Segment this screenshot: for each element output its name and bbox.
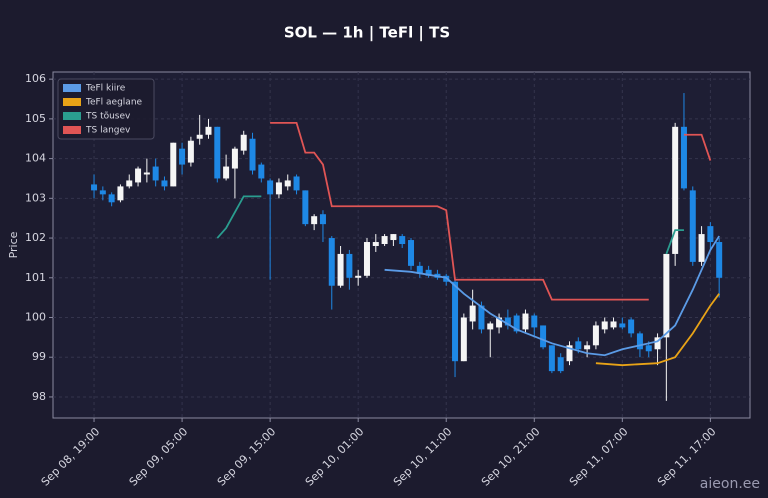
legend-label: TS langev: [85, 126, 131, 136]
candle-body: [478, 305, 485, 330]
candle-body: [126, 180, 133, 187]
candle-body: [408, 240, 415, 266]
candle-body: [179, 148, 186, 165]
candle-body: [223, 166, 230, 179]
candle-body: [548, 345, 555, 372]
candle-body: [654, 337, 661, 350]
candle-body: [636, 333, 643, 350]
candle-body: [275, 182, 282, 195]
legend-label: TeFl kiire: [85, 84, 126, 94]
legend-box: [57, 78, 155, 140]
candle-body: [328, 238, 335, 286]
y-tick-label: 102: [25, 231, 46, 244]
y-tick-label: 103: [25, 191, 46, 204]
candle-body: [143, 172, 150, 175]
candle-body: [205, 126, 212, 135]
candle-body: [645, 345, 652, 352]
candle-body: [566, 345, 573, 362]
candle-body: [663, 253, 670, 338]
candle-body: [557, 357, 564, 372]
candle-body: [460, 317, 467, 362]
candle-body: [452, 281, 459, 362]
candle-body: [487, 323, 494, 330]
candle-body: [698, 234, 705, 262]
candle-body: [610, 321, 617, 328]
candle-body: [311, 216, 318, 225]
candle-body: [372, 242, 379, 246]
y-axis-label: Price: [7, 231, 20, 258]
y-tick-label: 101: [25, 271, 46, 284]
candle-body: [91, 184, 98, 191]
overlay-line: [595, 293, 720, 367]
candle-body: [284, 180, 291, 187]
candle-body: [293, 176, 300, 191]
y-tick-label: 105: [25, 112, 46, 125]
y-tick-label: 104: [25, 152, 46, 165]
candle-body: [240, 134, 247, 151]
candle-body: [196, 134, 203, 139]
candle-body: [170, 142, 177, 187]
watermark: aieon.ee: [700, 476, 760, 492]
candle-body: [672, 126, 679, 254]
y-tick-label: 99: [32, 350, 46, 363]
candle-body: [716, 242, 723, 278]
legend-swatch: [63, 84, 81, 92]
y-tick-label: 98: [32, 390, 46, 403]
candle-body: [628, 319, 635, 334]
candle-body: [399, 236, 406, 245]
overlay-line: [270, 121, 712, 301]
candle-body: [135, 168, 142, 183]
candle-body: [363, 242, 370, 276]
candle-body: [187, 140, 194, 163]
chart-title: SOL — 1h | TeFl | TS: [284, 24, 450, 43]
candle-body: [267, 180, 274, 195]
candle-body: [619, 323, 626, 328]
candle-body: [381, 236, 388, 245]
candle-body: [540, 325, 547, 348]
candle-body: [214, 126, 221, 179]
candle-body: [390, 234, 397, 241]
candle-body: [707, 226, 714, 243]
candle-body: [416, 265, 423, 274]
candle-body: [355, 275, 362, 278]
overlay-line: [216, 195, 684, 255]
candle-body: [601, 321, 608, 330]
candle-body: [680, 126, 687, 189]
overlay-line: [384, 235, 720, 357]
candle-body: [99, 190, 106, 195]
candle-body: [231, 148, 238, 169]
legend-swatch: [63, 126, 81, 134]
candle-body: [584, 345, 591, 350]
candle-body: [152, 166, 159, 181]
candle-body: [575, 341, 582, 350]
candle-body: [319, 214, 326, 225]
legend-label: TeFl aeglane: [85, 98, 143, 108]
plot-area: [52, 71, 751, 419]
candle-body: [689, 190, 696, 262]
y-tick-label: 106: [25, 72, 46, 85]
candle-body: [425, 269, 432, 276]
candle-body: [161, 180, 168, 187]
candle-body: [302, 190, 309, 225]
candle-body: [117, 186, 124, 201]
candle-body: [346, 253, 353, 278]
y-tick-label: 100: [25, 310, 46, 323]
candle-body: [337, 253, 344, 286]
candle-body: [592, 325, 599, 346]
legend-swatch: [63, 98, 81, 106]
candle-body: [531, 315, 538, 328]
candle-body: [249, 138, 256, 171]
legend-label: TS tõusev: [85, 112, 131, 122]
candle-body: [522, 313, 529, 330]
candle-body: [513, 315, 520, 332]
candle-body: [469, 305, 476, 322]
candle-body: [108, 194, 115, 203]
candle-body: [258, 164, 265, 179]
candle-body: [496, 317, 503, 328]
legend-swatch: [63, 112, 81, 120]
candle-body: [504, 317, 511, 326]
